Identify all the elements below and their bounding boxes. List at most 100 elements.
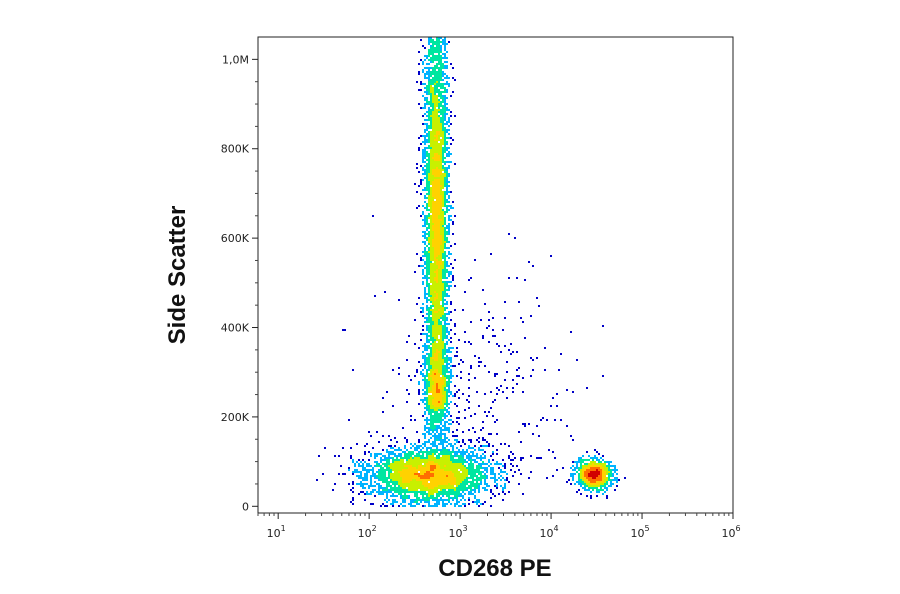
data-point [424,451,426,453]
y-tick-label: 800K [221,143,250,156]
data-point [452,91,454,93]
data-point [434,353,436,355]
data-point [456,503,458,505]
data-point [442,315,444,317]
data-point [406,459,408,461]
data-point [444,457,446,459]
data-point [426,173,428,175]
data-point [430,465,432,467]
data-point [426,233,428,235]
data-point [436,447,438,449]
data-point [464,503,466,505]
data-point [428,487,430,489]
data-point [432,141,434,143]
data-point [492,493,494,495]
data-point [422,311,424,313]
data-point [472,475,474,477]
data-point [448,481,450,483]
data-point [438,357,440,359]
data-point [432,167,434,169]
data-point [436,159,438,161]
data-point [426,407,428,409]
data-point [392,457,394,459]
data-point [432,239,434,241]
data-point [440,439,442,441]
data-point [388,483,390,485]
data-point [432,449,434,451]
data-point [512,475,514,477]
data-point [446,369,448,371]
data-point [412,481,414,483]
data-point [440,85,442,87]
data-point [422,369,424,371]
data-point [442,169,444,171]
data-point [440,405,442,407]
data-point [478,457,480,459]
data-point [444,271,446,273]
data-point [432,117,434,119]
data-point [440,471,442,473]
data-point [432,457,434,459]
data-point [476,469,478,471]
data-point [436,65,438,67]
data-point [440,169,442,171]
data-point [430,419,432,421]
data-point [440,241,442,243]
data-point [432,401,434,403]
data-point [434,233,436,235]
data-point [394,475,396,477]
data-point [382,493,384,495]
data-point [476,439,478,441]
data-point [436,119,438,121]
data-point [370,435,372,437]
data-point [428,483,430,485]
data-point [484,481,486,483]
data-point [584,475,586,477]
data-point [356,483,358,485]
x-axis: 101 102 103 104 105 106 [257,513,741,540]
data-point [398,367,400,369]
data-point [372,447,374,449]
data-point [502,391,504,393]
data-point [368,487,370,489]
data-point [482,467,484,469]
data-point [426,125,428,127]
data-point [428,403,430,405]
data-point [438,129,440,131]
data-point [452,475,454,477]
data-point [464,291,466,293]
data-point [434,129,436,131]
data-point [452,463,454,465]
data-point [432,173,434,175]
data-point [418,389,420,391]
data-point [424,321,426,323]
data-point [438,427,440,429]
data-point [442,187,444,189]
data-point [408,473,410,475]
data-point [424,393,426,395]
data-point [394,471,396,473]
data-point [598,489,600,491]
data-point [438,307,440,309]
data-point [442,441,444,443]
data-point [436,77,438,79]
data-point [450,483,452,485]
data-point [430,363,432,365]
data-point [440,153,442,155]
data-point [440,415,442,417]
data-point [442,373,444,375]
data-point [432,469,434,471]
data-point [624,477,626,479]
data-point [428,225,430,227]
data-point [482,289,484,291]
data-point [432,219,434,221]
data-point [396,441,398,443]
data-point [450,301,452,303]
data-point [442,155,444,157]
data-point [442,351,444,353]
data-point [486,467,488,469]
data-point [450,341,452,343]
data-point [436,351,438,353]
data-point [432,203,434,205]
data-point [422,45,424,47]
